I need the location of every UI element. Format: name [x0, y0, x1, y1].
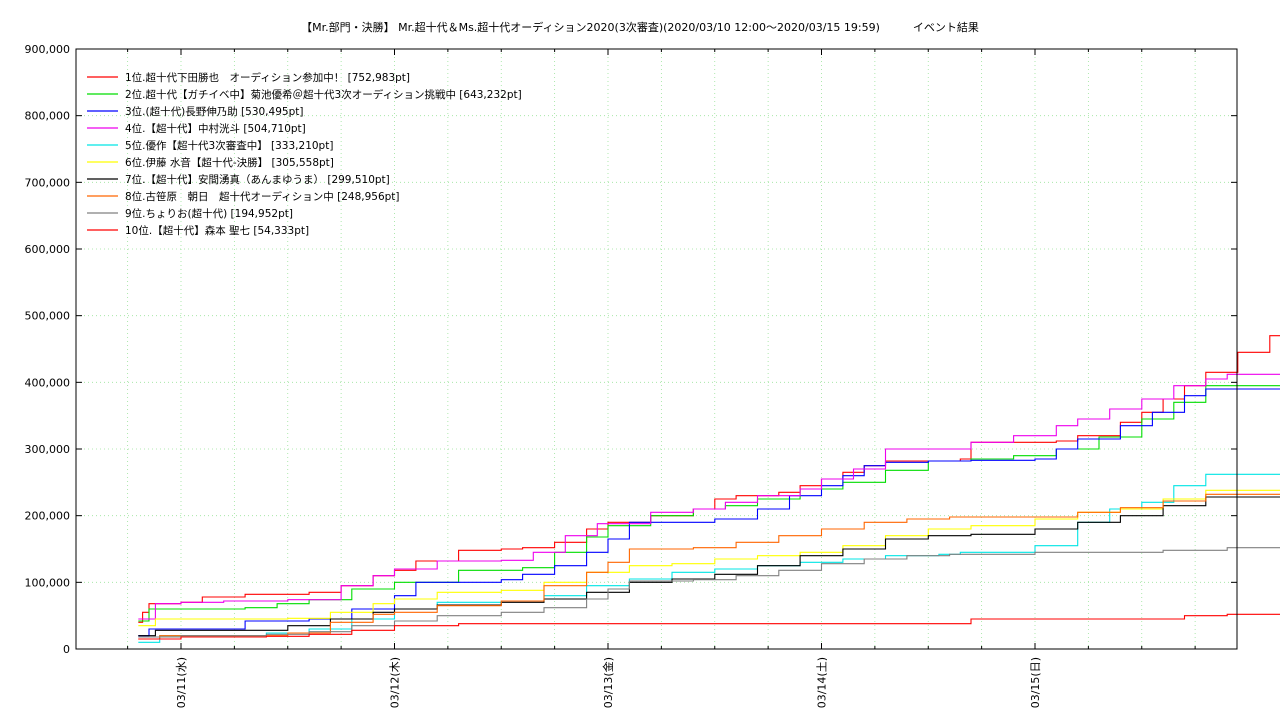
y-tick-label: 700,000 [25, 176, 71, 189]
x-tick-label: 03/11(水) [175, 657, 188, 708]
series-line-7 [138, 496, 1280, 637]
series-lines [138, 335, 1280, 643]
legend-label-1: 1位.超十代下田勝也 オーディション参加中！ [752,983pt] [125, 71, 410, 84]
legend-label-2: 2位.超十代【ガチイベ中】菊池優希＠超十代3次オーディション挑戦中 [643,2… [125, 88, 522, 101]
y-tick-label: 200,000 [25, 510, 71, 523]
legend-label-4: 4位.【超十代】中村洸斗 [504,710pt] [125, 122, 306, 135]
legend-label-3: 3位.(超十代)長野伸乃助 [530,495pt] [125, 105, 303, 118]
series-line-8 [138, 493, 1280, 640]
series-line-5 [138, 473, 1280, 643]
legend-label-8: 8位.古笹原 朝日 超十代オーディション中 [248,956pt] [125, 190, 400, 203]
series-line-4 [138, 373, 1280, 620]
legend-label-7: 7位.【超十代】安間湧真（あんまゆうま） [299,510pt] [125, 173, 390, 186]
y-tick-label: 300,000 [25, 443, 71, 456]
legend-label-10: 10位.【超十代】森本 聖七 [54,333pt] [125, 224, 309, 237]
series-line-1 [138, 335, 1280, 623]
legend-label-5: 5位.優作【超十代3次審査中】 [333,210pt] [125, 139, 333, 152]
legend: 1位.超十代下田勝也 オーディション参加中！ [752,983pt] 2位.超十代… [87, 71, 522, 237]
y-tick-label: 800,000 [25, 110, 71, 123]
grid [76, 48, 1237, 649]
x-tick-label: 03/14(土) [816, 657, 829, 708]
chart-title: 【Mr.部門・決勝】 Mr.超十代＆Ms.超十代オーディション2020(3次審査… [301, 21, 979, 34]
series-line-10 [138, 613, 1280, 640]
y-tick-label: 900,000 [25, 43, 71, 56]
series-line-3 [138, 388, 1280, 637]
y-tick-label: 500,000 [25, 310, 71, 323]
legend-label-9: 9位.ちょりお(超十代) [194,952pt] [125, 207, 293, 220]
axes: 0 100,000 200,000 300,000 400,000 500,000 600,… [25, 43, 1237, 708]
y-tick-label: 0 [63, 643, 70, 656]
y-tick-label: 400,000 [25, 376, 71, 389]
x-tick-label: 03/15(日) [1029, 657, 1042, 708]
y-tick-label: 100,000 [25, 576, 71, 589]
x-tick-label: 03/12(木) [389, 657, 402, 708]
plot-frame [75, 48, 1238, 650]
series-line-6 [138, 489, 1280, 627]
y-tick-label: 600,000 [25, 243, 71, 256]
series-line-2 [138, 385, 1280, 622]
series-line-9 [138, 547, 1280, 638]
legend-label-6: 6位.伊藤 水音【超十代-決勝】 [305,558pt] [125, 156, 334, 169]
x-tick-label: 03/13(金) [601, 657, 615, 708]
